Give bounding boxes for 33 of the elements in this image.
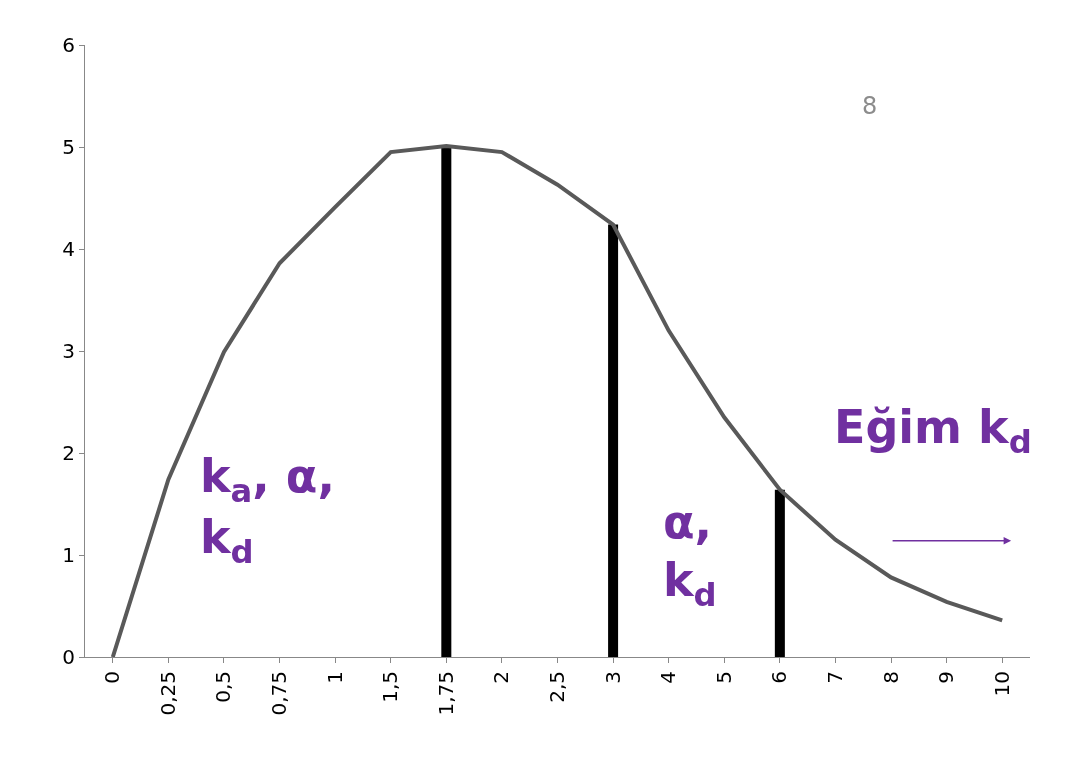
annotation: k$_{a}$, α, bbox=[200, 449, 335, 510]
annotation: k$_{d}$ bbox=[200, 510, 254, 571]
y-tick-label: 0 bbox=[62, 645, 75, 669]
x-tick-label: 0 bbox=[100, 671, 125, 684]
x-tick-label: 10 bbox=[989, 671, 1014, 697]
annotation: 8 bbox=[862, 92, 878, 120]
y-tick-label: 6 bbox=[62, 33, 75, 57]
x-tick-label: 1 bbox=[322, 671, 347, 684]
x-tick-label: 1,5 bbox=[378, 671, 403, 703]
x-tick-label: 3 bbox=[600, 671, 625, 684]
x-tick-label: 2,5 bbox=[545, 671, 569, 703]
x-tick-label: 6 bbox=[767, 671, 792, 684]
x-tick-label: 0,5 bbox=[211, 671, 236, 703]
x-tick-label: 5 bbox=[711, 671, 736, 684]
x-tick-label: 1,75 bbox=[433, 671, 458, 716]
y-tick-label: 5 bbox=[62, 135, 75, 159]
x-tick-label: 7 bbox=[822, 671, 847, 684]
x-tick-label: 0,75 bbox=[267, 671, 292, 716]
annotation: Eğim k$_{d}$ bbox=[834, 400, 1032, 461]
bar bbox=[774, 489, 785, 657]
annotation: k$_{d}$ bbox=[663, 553, 717, 614]
bar bbox=[441, 145, 452, 657]
x-tick-label: 0,25 bbox=[155, 671, 180, 716]
y-tick-label: 4 bbox=[62, 237, 75, 261]
x-tick-label: 2 bbox=[489, 671, 514, 684]
annotation: α, bbox=[663, 495, 713, 549]
x-tick-label: 8 bbox=[878, 671, 903, 684]
x-tick-label: 4 bbox=[656, 671, 681, 684]
bar bbox=[608, 224, 619, 657]
y-tick-label: 1 bbox=[62, 543, 75, 567]
y-tick-label: 3 bbox=[62, 339, 75, 363]
x-tick-label: 9 bbox=[934, 671, 959, 684]
y-tick-label: 2 bbox=[62, 441, 75, 465]
